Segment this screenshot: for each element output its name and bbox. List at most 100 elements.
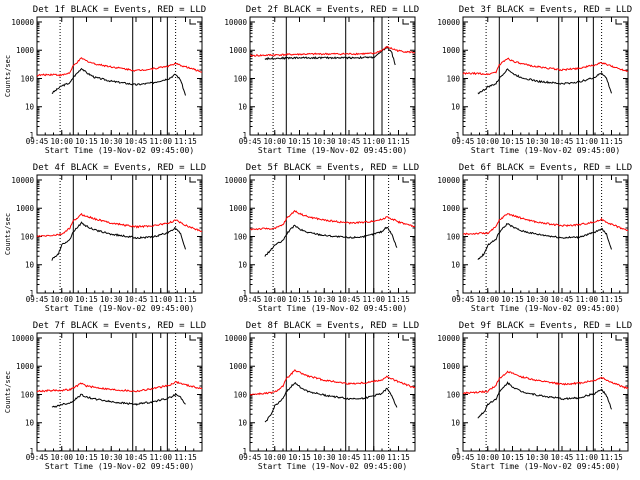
x-tick-label: 10:45: [551, 295, 574, 304]
y-tick-label: 100: [20, 232, 34, 241]
x-tick-label: 09:45: [26, 137, 49, 146]
y-tick-label: 1000: [16, 46, 35, 55]
chart-panel-7: Det 7f BLACK = Events, RED = LLD Counts/s…: [4, 321, 206, 471]
y-tick-label: 10: [451, 419, 461, 428]
x-axis-label: Start Time (19-Nov-02 09:45:00): [45, 304, 194, 313]
x-tick-label: 10:30: [100, 295, 123, 304]
x-tick-label: 11:15: [174, 453, 197, 462]
y-tick-label: 10000: [437, 176, 460, 185]
x-tick-label: 11:00: [575, 453, 598, 462]
y-tick-label: 10000: [11, 176, 34, 185]
y-tick-label: 100: [446, 232, 460, 241]
y-tick-label: 100: [233, 390, 247, 399]
chart-panel-9: Det 9f BLACK = Events, RED = LLD 1 10 100 10…: [437, 321, 632, 471]
lld-series-line: [249, 369, 416, 396]
x-tick-label: 10:00: [50, 453, 73, 462]
events-series-line: [51, 393, 186, 408]
events-series-line: [264, 45, 396, 66]
x-tick-label: 11:15: [600, 137, 623, 146]
chart-panel-3: Det 3f BLACK = Events, RED = LLD 1 10 100 10…: [437, 5, 632, 155]
y-tick-label: 1: [455, 447, 460, 456]
y-tick-label: 1000: [229, 46, 248, 55]
x-tick-label: 10:45: [125, 453, 148, 462]
chart-title: Det 4f BLACK = Events, RED = LLD: [33, 163, 206, 173]
y-axis-label: Counts/sec: [4, 213, 12, 255]
x-axis-label: Start Time (19-Nov-02 09:45:00): [258, 462, 407, 471]
y-tick-label: 10: [25, 261, 35, 270]
y-tick-label: 1000: [16, 204, 35, 213]
lld-series-line: [462, 57, 629, 76]
x-tick-label: 10:15: [75, 137, 98, 146]
x-tick-label: 09:45: [452, 295, 475, 304]
corner-mark: [615, 335, 622, 341]
chart-title: Det 7f BLACK = Events, RED = LLD: [33, 321, 206, 331]
x-tick-label: 10:15: [288, 295, 311, 304]
chart-panel-2: Det 2f BLACK = Events, RED = LLD 1 10 100 10…: [224, 5, 419, 155]
x-tick-label: 09:45: [26, 295, 49, 304]
y-tick-label: 10: [238, 419, 248, 428]
x-axis-label: Start Time (19-Nov-02 09:45:00): [258, 304, 407, 313]
x-tick-label: 09:45: [452, 453, 475, 462]
x-tick-label: 09:45: [239, 453, 262, 462]
y-tick-label: 100: [446, 74, 460, 83]
x-tick-label: 11:00: [149, 453, 172, 462]
corner-mark: [189, 19, 196, 25]
x-tick-label: 10:30: [526, 137, 549, 146]
y-tick-label: 100: [446, 390, 460, 399]
y-tick-label: 100: [20, 74, 34, 83]
x-tick-label: 11:00: [362, 295, 385, 304]
chart-title: Det 1f BLACK = Events, RED = LLD: [33, 5, 206, 15]
x-tick-label: 11:15: [174, 137, 197, 146]
x-tick-label: 11:00: [362, 453, 385, 462]
x-tick-label: 10:45: [338, 453, 361, 462]
plot-frame: [249, 174, 416, 294]
y-tick-label: 1: [242, 447, 247, 456]
events-series-line: [51, 221, 186, 261]
events-series-line: [477, 68, 612, 95]
x-axis-label: Start Time (19-Nov-02 09:45:00): [45, 462, 194, 471]
plot-frame: [462, 16, 629, 136]
x-tick-label: 09:45: [26, 453, 49, 462]
lld-series-line: [462, 213, 629, 236]
y-tick-label: 10000: [11, 334, 34, 343]
chart-panel-8: Det 8f BLACK = Events, RED = LLD 1 10 100 10…: [224, 321, 419, 471]
x-tick-label: 10:15: [75, 453, 98, 462]
x-tick-label: 10:00: [263, 295, 286, 304]
x-tick-label: 11:00: [575, 295, 598, 304]
x-tick-label: 11:15: [600, 453, 623, 462]
plot-frame: [249, 16, 416, 136]
x-tick-label: 10:15: [75, 295, 98, 304]
y-tick-label: 10: [25, 103, 35, 112]
y-tick-label: 10: [238, 103, 248, 112]
x-tick-label: 10:00: [476, 295, 499, 304]
x-tick-label: 10:00: [263, 453, 286, 462]
x-tick-label: 10:15: [501, 295, 524, 304]
lld-series-line: [36, 380, 203, 393]
x-tick-label: 10:30: [526, 295, 549, 304]
y-tick-label: 10: [238, 261, 248, 270]
y-tick-label: 10000: [437, 334, 460, 343]
y-tick-label: 100: [233, 74, 247, 83]
x-tick-label: 10:00: [476, 453, 499, 462]
x-tick-label: 10:45: [125, 137, 148, 146]
lld-series-line: [249, 209, 416, 231]
y-tick-label: 10: [451, 261, 461, 270]
y-tick-label: 1: [242, 289, 247, 298]
x-tick-label: 10:00: [263, 137, 286, 146]
events-series-line: [51, 67, 186, 96]
x-tick-label: 11:15: [174, 295, 197, 304]
chart-title: Det 6f BLACK = Events, RED = LLD: [459, 163, 632, 173]
x-tick-label: 11:00: [149, 295, 172, 304]
y-tick-label: 1000: [229, 362, 248, 371]
lld-series-line: [462, 370, 629, 395]
corner-mark: [615, 177, 622, 183]
y-tick-label: 1: [29, 289, 34, 298]
chart-panel-6: Det 6f BLACK = Events, RED = LLD 1 10 100 10…: [437, 163, 632, 313]
x-tick-label: 11:00: [575, 137, 598, 146]
events-series-line: [264, 224, 398, 257]
lld-series-line: [249, 45, 416, 57]
x-tick-label: 09:45: [452, 137, 475, 146]
y-tick-label: 1: [455, 289, 460, 298]
events-series-line: [477, 381, 612, 419]
chart-title: Det 5f BLACK = Events, RED = LLD: [246, 163, 419, 173]
